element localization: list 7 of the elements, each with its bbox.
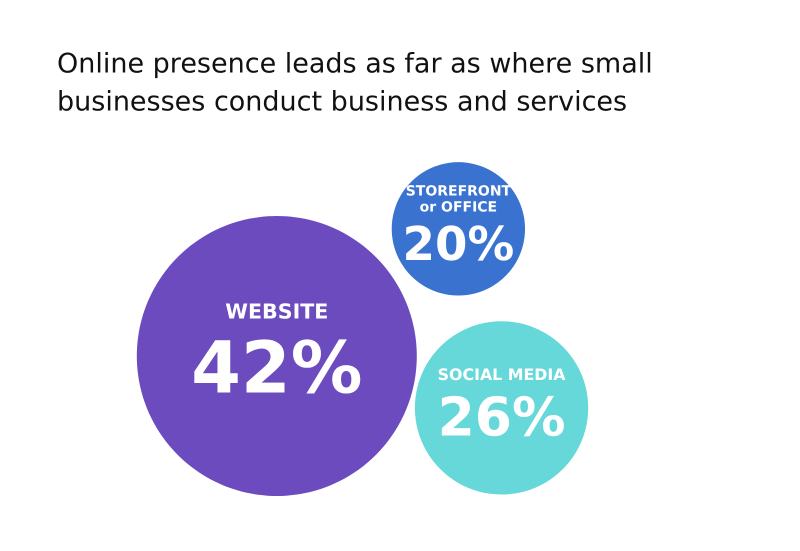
data-label: 20%: [402, 218, 514, 272]
text: Online presence leads as far as where small businesses conduct business and services: [57, 48, 662, 118]
category-label: SOCIAL MEDIA: [438, 364, 566, 384]
category-label: WEBSITE: [225, 299, 328, 324]
category-label: STOREFRONT or OFFICE: [406, 184, 512, 216]
data-label: 26%: [438, 385, 566, 448]
data-label: 42%: [191, 326, 362, 410]
